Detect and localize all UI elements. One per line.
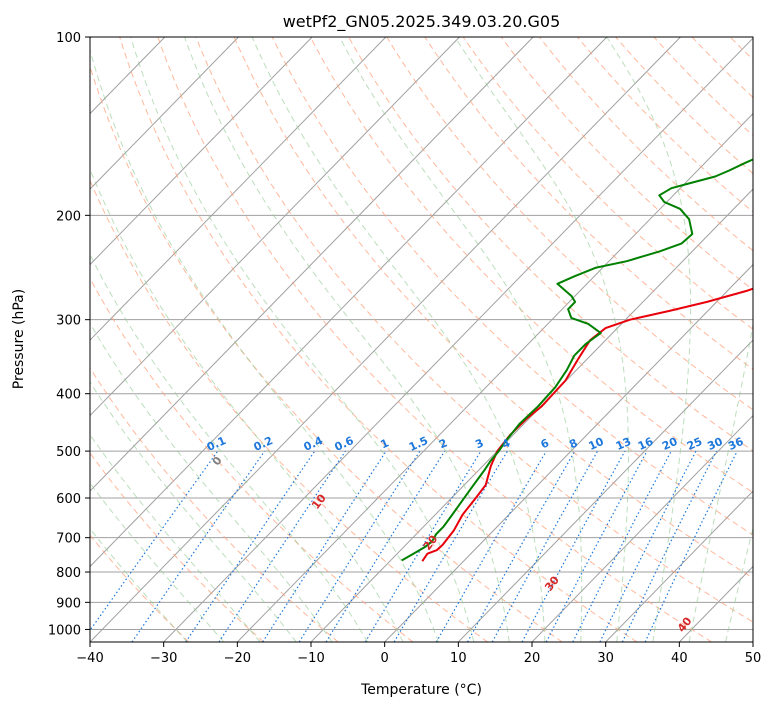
- moist-adiabat-line: [90, 167, 404, 642]
- isotherm-line: [90, 37, 460, 417]
- y-tick-label: 100: [56, 31, 81, 46]
- mixing-ratio-line: [185, 450, 316, 642]
- chart-title: wetPf2_GN05.2025.349.03.20.G05: [283, 12, 561, 32]
- moist-adiabat-line: [251, 37, 546, 642]
- moist-adiabat-line: [130, 37, 475, 642]
- x-tick-label: 40: [671, 651, 688, 666]
- x-tick-label: −10: [297, 651, 324, 666]
- dry-adiabat-line: [90, 277, 414, 642]
- y-tick-label: 200: [56, 209, 81, 224]
- mixing-ratio-line: [325, 450, 446, 642]
- isotherm-line: [90, 37, 681, 642]
- x-axis-ticks: −40 −30 −20 −10 0 10 20 30 40 50: [76, 642, 761, 666]
- x-tick-label: −40: [76, 651, 103, 666]
- y-tick-label: 500: [56, 445, 81, 460]
- mixing-ratio-line: [491, 450, 599, 642]
- x-tick-label: −30: [150, 651, 177, 666]
- y-tick-label: 300: [56, 314, 81, 329]
- dry-adiabat-line: [90, 452, 264, 642]
- plot-area: [90, 37, 753, 642]
- isotherm-line: [384, 263, 753, 642]
- dry-adiabat-line: [90, 367, 339, 642]
- y-axis-label: Pressure (hPa): [11, 289, 27, 389]
- isotherm-line: [163, 37, 753, 642]
- mixing-ratio-line: [521, 450, 626, 642]
- moist-adiabat-line: [90, 47, 439, 642]
- isotherm-line: [90, 37, 239, 190]
- mixing-ratio-line: [599, 450, 697, 642]
- y-tick-label: 900: [56, 596, 81, 611]
- sounding-profiles: [401, 158, 753, 562]
- isotherm-line: [236, 112, 753, 642]
- dewpoint-profile-line: [401, 158, 753, 562]
- moist-adiabat-line: [90, 253, 369, 642]
- x-tick-label: 0: [381, 651, 389, 666]
- dry-adiabat-lines: [90, 37, 753, 642]
- mixing-ratio-line: [131, 450, 266, 642]
- isotherm-line: [90, 37, 608, 568]
- y-tick-label: 1000: [48, 623, 81, 638]
- x-tick-label: 20: [524, 651, 541, 666]
- mixing-ratio-label: 13: [614, 435, 633, 453]
- dry-adiabat-line: [195, 37, 753, 623]
- isobar-lines: [90, 37, 753, 630]
- y-tick-label: 600: [56, 492, 81, 507]
- isotherm-line: [90, 37, 387, 341]
- isotherm-line: [90, 37, 313, 266]
- dry-adiabat-line: [386, 37, 753, 411]
- dry-adiabat-line: [348, 37, 753, 452]
- mixing-ratio-line: [90, 450, 219, 632]
- mixing-ratio-label: 25: [685, 435, 704, 453]
- moist-adiabat-line: [606, 37, 692, 642]
- mixing-ratio-line: [262, 450, 387, 642]
- moist-adiabat-line: [688, 321, 753, 642]
- plot-contents: 0.10.20.40.611.52346810131620253036-100-…: [90, 37, 753, 642]
- mixing-ratio-line: [298, 450, 421, 642]
- moist-adiabat-line: [90, 381, 297, 642]
- isotherm-line: [457, 339, 753, 642]
- mixing-ratio-label: 20: [660, 435, 680, 453]
- isotherm-lines: [90, 37, 753, 642]
- dry-adiabat-line: [90, 179, 488, 642]
- y-tick-label: 400: [56, 388, 81, 403]
- moist-adiabat-line: [454, 37, 629, 642]
- isotherm-line: [605, 490, 753, 642]
- x-axis-label: Temperature (°C): [360, 682, 482, 698]
- mixing-ratio-label: 10: [587, 435, 607, 453]
- temperature-profile-line: [421, 287, 753, 562]
- x-tick-label: −20: [224, 651, 251, 666]
- mixing-ratio-lines: [90, 450, 738, 642]
- mixing-ratio-line: [466, 450, 576, 642]
- y-tick-label: 700: [56, 532, 81, 547]
- x-tick-label: 10: [450, 651, 467, 666]
- dry-adiabat-line: [309, 37, 753, 494]
- moist-adiabat-line: [184, 37, 510, 642]
- mixing-ratio-line: [621, 450, 718, 642]
- moist-adiabat-line: [90, 482, 225, 642]
- mixing-ratio-line: [364, 450, 482, 642]
- mixing-ratio-line: [218, 450, 346, 642]
- y-tick-label: 800: [56, 566, 81, 581]
- isotherm-line: [310, 188, 753, 642]
- moist-adiabat-line: [725, 526, 753, 642]
- dry-adiabat-line: [233, 37, 753, 579]
- dry-adiabat-line: [90, 64, 563, 642]
- mixing-ratio-label: 30: [705, 435, 725, 453]
- mixing-ratio-label: 16: [636, 435, 656, 453]
- x-tick-label: 50: [745, 651, 762, 666]
- plot-frame: [89, 36, 754, 643]
- moist-adiabat-line: [90, 322, 333, 642]
- isotherm-line: [531, 414, 753, 642]
- y-axis-ticks: 100 200 300 400 500 600 700 800 900 1000: [48, 31, 90, 638]
- dry-adiabat-line: [271, 37, 753, 536]
- moist-adiabat-line: [90, 433, 261, 642]
- x-tick-label: 30: [597, 651, 614, 666]
- dry-adiabat-line: [119, 37, 638, 642]
- isotherm-line: [90, 37, 534, 492]
- mixing-ratio-label: 36: [726, 435, 746, 453]
